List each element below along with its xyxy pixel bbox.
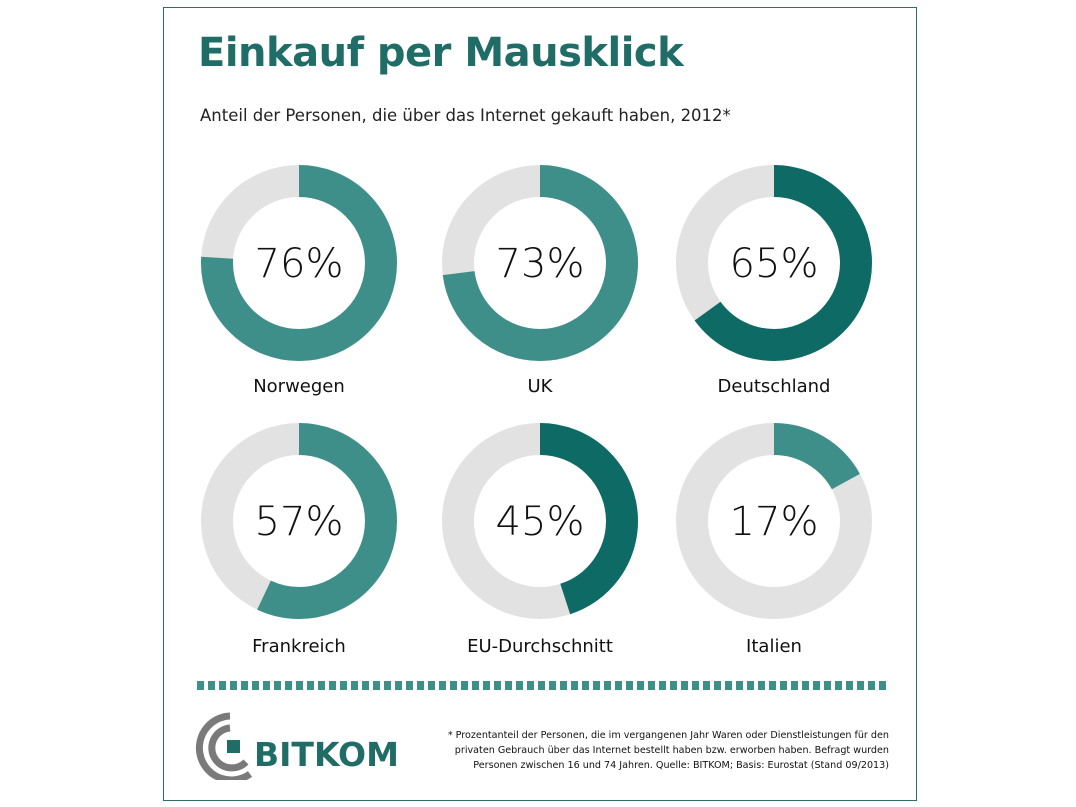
- chart-title: Einkauf per Mausklick: [198, 30, 684, 76]
- donut-value-label: 65%: [730, 241, 819, 287]
- donut-value-arc: [201, 423, 397, 619]
- footnote-line: * Prozentanteil der Personen, die im ver…: [447, 730, 889, 741]
- donut-deutschland: 65% Deutschland: [676, 165, 872, 397]
- infographic-frame: [163, 7, 917, 801]
- donut-value-arc: [676, 423, 872, 619]
- donut-value-label: 76%: [255, 241, 344, 287]
- dashed-divider: [197, 681, 888, 690]
- donut-value-arc: [442, 165, 638, 361]
- chart-subtitle: Anteil der Personen, die über das Intern…: [200, 106, 731, 125]
- donut-value-label: 45%: [496, 499, 585, 545]
- donut-category-label: UK: [528, 376, 554, 397]
- footnote-line: privaten Gebrauch über das Internet best…: [454, 745, 889, 756]
- donut-value-arc: [442, 423, 638, 619]
- donut-value-label: 17%: [730, 499, 819, 545]
- donut-category-label: Deutschland: [718, 376, 831, 397]
- donut-norwegen: 76% Norwegen: [201, 165, 397, 397]
- donut-italien: 17% Italien: [676, 423, 872, 657]
- donut-eu-durchschnitt: 45% EU-Durchschnitt: [442, 423, 638, 657]
- donut-value-label: 57%: [255, 499, 344, 545]
- logo-text: BITKOM: [254, 735, 399, 774]
- donut-category-label: EU-Durchschnitt: [467, 636, 613, 657]
- donut-frankreich: 57% Frankreich: [201, 423, 397, 657]
- donut-value-arc: [201, 165, 397, 361]
- donut-uk: 73% UK: [442, 165, 638, 397]
- donut-category-label: Norwegen: [253, 376, 345, 397]
- footnote: * Prozentanteil der Personen, die im ver…: [439, 728, 889, 773]
- bitkom-logo-icon: [195, 712, 253, 780]
- donut-category-label: Frankreich: [252, 636, 346, 657]
- footnote-line: Personen zwischen 16 und 74 Jahren. Quel…: [473, 760, 889, 771]
- donut-category-label: Italien: [746, 636, 802, 657]
- donut-value-label: 73%: [496, 241, 585, 287]
- donut-value-arc: [676, 165, 872, 361]
